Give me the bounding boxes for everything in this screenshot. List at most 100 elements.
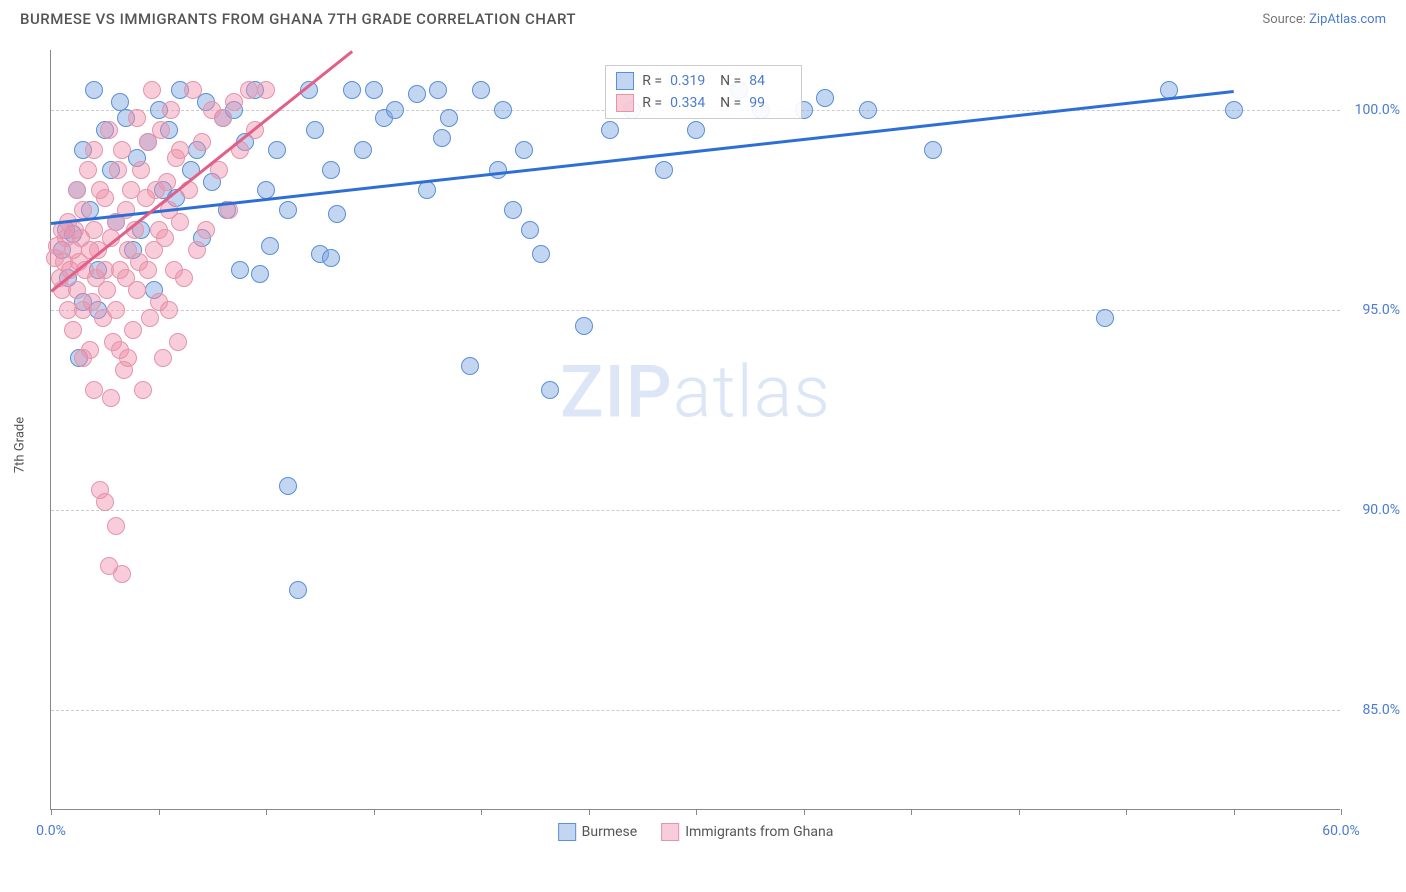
data-point — [79, 161, 97, 179]
y-tick-label: 100.0% — [1345, 102, 1400, 118]
stat-value: 0.319 — [670, 73, 712, 89]
gridline — [51, 310, 1340, 311]
data-point — [386, 101, 404, 119]
x-tick — [696, 809, 697, 815]
gridline — [51, 710, 1340, 711]
data-point — [102, 389, 120, 407]
data-point — [85, 221, 103, 239]
data-point — [655, 161, 673, 179]
x-tick — [1341, 809, 1342, 815]
data-point — [601, 121, 619, 139]
data-point — [322, 161, 340, 179]
data-point — [687, 121, 705, 139]
data-point — [472, 81, 490, 99]
data-point — [184, 81, 202, 99]
x-tick-label: 0.0% — [36, 823, 66, 839]
y-axis-label: 7th Grade — [13, 417, 28, 473]
data-point — [171, 213, 189, 231]
data-point — [193, 133, 211, 151]
data-point — [433, 129, 451, 147]
data-point — [859, 101, 877, 119]
data-point — [494, 101, 512, 119]
stat-value: 99 — [749, 95, 791, 111]
data-point — [225, 93, 243, 111]
x-tick — [481, 809, 482, 815]
data-point — [440, 109, 458, 127]
data-point — [408, 85, 426, 103]
x-tick — [266, 809, 267, 815]
legend-label: Burmese — [582, 824, 638, 840]
data-point — [575, 317, 593, 335]
data-point — [152, 121, 170, 139]
data-point — [139, 261, 157, 279]
stat-value: 84 — [749, 73, 791, 89]
data-point — [119, 349, 137, 367]
legend-swatch — [558, 823, 576, 841]
data-point — [113, 141, 131, 159]
data-point — [74, 201, 92, 219]
data-point — [532, 245, 550, 263]
source-prefix: Source: — [1262, 12, 1309, 27]
data-point — [109, 161, 127, 179]
gridline — [51, 510, 1340, 511]
data-point — [132, 161, 150, 179]
data-point — [257, 81, 275, 99]
chart-container: 7th Grade ZIPatlas 85.0%90.0%95.0%100.0%… — [50, 50, 1390, 840]
data-point — [515, 141, 533, 159]
data-point — [85, 81, 103, 99]
data-point — [160, 301, 178, 319]
data-point — [68, 181, 86, 199]
data-point — [74, 349, 92, 367]
data-point — [175, 269, 193, 287]
data-point — [96, 189, 114, 207]
stat-value: 0.334 — [670, 95, 712, 111]
legend-swatch — [661, 823, 679, 841]
data-point — [113, 565, 131, 583]
legend-swatch — [616, 94, 634, 112]
x-tick — [911, 809, 912, 815]
y-tick-label: 95.0% — [1345, 302, 1400, 318]
data-point — [156, 229, 174, 247]
data-point — [328, 205, 346, 223]
legend-label: Immigrants from Ghana — [685, 824, 833, 840]
data-point — [521, 221, 539, 239]
x-tick — [589, 809, 590, 815]
data-point — [924, 141, 942, 159]
data-point — [100, 121, 118, 139]
x-tick — [51, 809, 52, 815]
data-point — [489, 161, 507, 179]
data-point — [261, 237, 279, 255]
data-point — [214, 109, 232, 127]
data-point — [64, 321, 82, 339]
data-point — [306, 121, 324, 139]
source-link[interactable]: ZipAtlas.com — [1309, 12, 1386, 27]
data-point — [169, 333, 187, 351]
watermark: ZIPatlas — [560, 349, 831, 434]
data-point — [322, 249, 340, 267]
data-point — [268, 141, 286, 159]
source-attribution: Source: ZipAtlas.com — [1262, 12, 1386, 27]
data-point — [279, 201, 297, 219]
data-point — [197, 221, 215, 239]
data-point — [141, 309, 159, 327]
chart-header: BURMESE VS IMMIGRANTS FROM GHANA 7TH GRA… — [0, 0, 1406, 38]
data-point — [143, 81, 161, 99]
data-point — [154, 349, 172, 367]
stat-label: N = — [720, 73, 741, 89]
data-point — [816, 89, 834, 107]
stat-label: N = — [720, 95, 741, 111]
data-point — [107, 301, 125, 319]
data-point — [68, 281, 86, 299]
data-point — [1096, 309, 1114, 327]
data-point — [85, 381, 103, 399]
stats-box: R =0.319N =84R =0.334N =99 — [605, 65, 802, 119]
data-point — [365, 81, 383, 99]
data-point — [128, 281, 146, 299]
stats-row: R =0.334N =99 — [616, 92, 791, 114]
data-point — [85, 141, 103, 159]
legend-item: Burmese — [558, 823, 638, 841]
data-point — [188, 241, 206, 259]
x-tick — [1019, 809, 1020, 815]
x-tick — [374, 809, 375, 815]
x-tick — [1234, 809, 1235, 815]
